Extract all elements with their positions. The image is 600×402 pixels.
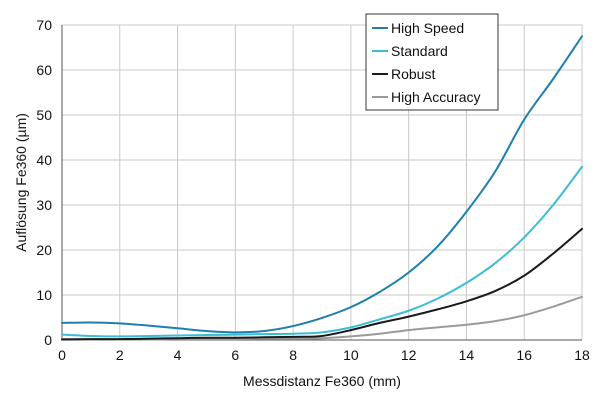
x-tick-label: 4 bbox=[174, 347, 182, 363]
x-tick-label: 0 bbox=[58, 347, 66, 363]
x-tick-label: 16 bbox=[516, 347, 532, 363]
legend-label-standard: Standard bbox=[391, 43, 448, 59]
y-tick-label: 40 bbox=[36, 152, 52, 168]
x-tick-label: 10 bbox=[343, 347, 359, 363]
legend-label-robust: Robust bbox=[391, 66, 435, 82]
y-tick-label: 30 bbox=[36, 197, 52, 213]
x-tick-label: 12 bbox=[401, 347, 417, 363]
legend-label-high-speed: High Speed bbox=[391, 20, 464, 36]
plot-background bbox=[62, 25, 582, 340]
legend-items: High Speed Standard Robust High Accuracy bbox=[372, 20, 480, 105]
series-line-robust bbox=[61, 227, 583, 341]
series-line-standard bbox=[61, 165, 583, 338]
x-tick-label: 18 bbox=[574, 347, 590, 363]
x-tick-label: 2 bbox=[116, 347, 124, 363]
series-lines bbox=[61, 35, 583, 341]
y-tick-label: 20 bbox=[36, 242, 52, 258]
x-tick-labels: 0 2 4 6 8 10 12 14 16 18 bbox=[58, 347, 590, 363]
y-tick-label: 0 bbox=[44, 332, 52, 348]
series-line-high-speed bbox=[61, 35, 583, 334]
legend-label-high-accuracy: High Accuracy bbox=[391, 89, 480, 105]
y-axis-title: Auflösung Fe360 (µm) bbox=[13, 113, 29, 252]
legend-box bbox=[365, 13, 499, 111]
legend: High Speed Standard Robust High Accuracy bbox=[365, 13, 499, 111]
x-tick-label: 8 bbox=[289, 347, 297, 363]
x-tick-label: 6 bbox=[231, 347, 239, 363]
x-axis-title: Messdistanz Fe360 (mm) bbox=[243, 373, 401, 389]
y-tick-label: 10 bbox=[36, 287, 52, 303]
y-tick-labels: 0 10 20 30 40 50 60 70 bbox=[36, 17, 52, 348]
y-tick-label: 70 bbox=[36, 17, 52, 33]
y-tick-label: 50 bbox=[36, 107, 52, 123]
y-tick-label: 60 bbox=[36, 62, 52, 78]
x-tick-label: 14 bbox=[459, 347, 475, 363]
